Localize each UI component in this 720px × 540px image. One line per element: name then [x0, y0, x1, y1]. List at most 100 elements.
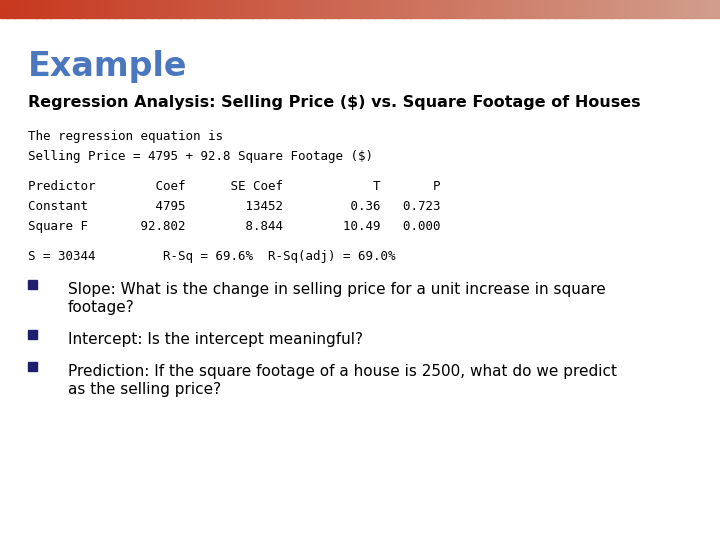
Bar [72, 0, 80, 18]
Bar [446, 0, 454, 18]
Bar [389, 0, 397, 18]
Bar [29, 0, 37, 18]
Bar [216, 0, 224, 18]
Text: Regression Analysis: Selling Price ($) vs. Square Footage of Houses: Regression Analysis: Selling Price ($) v… [28, 95, 641, 110]
Bar [0, 0, 8, 18]
Bar [331, 0, 339, 18]
Bar [396, 0, 404, 18]
Bar [425, 0, 433, 18]
Bar [403, 0, 411, 18]
Bar [14, 0, 22, 18]
Bar [684, 0, 692, 18]
Bar [173, 0, 181, 18]
Bar [259, 0, 267, 18]
Bar [576, 0, 584, 18]
Bar [317, 0, 325, 18]
Bar [65, 0, 73, 18]
Text: Square F       92.802        8.844        10.49   0.000: Square F 92.802 8.844 10.49 0.000 [28, 220, 441, 233]
Bar [670, 0, 678, 18]
Bar [533, 0, 541, 18]
Bar [360, 0, 368, 18]
Bar [562, 0, 570, 18]
Bar [122, 0, 130, 18]
Bar [497, 0, 505, 18]
Bar [598, 0, 606, 18]
Bar [526, 0, 534, 18]
Bar [346, 0, 354, 18]
Bar [706, 0, 714, 18]
Bar [209, 0, 217, 18]
Bar [58, 0, 66, 18]
Bar [454, 0, 462, 18]
Bar [605, 0, 613, 18]
Bar [367, 0, 375, 18]
Bar [655, 0, 663, 18]
Bar [418, 0, 426, 18]
Bar [324, 0, 332, 18]
Text: as the selling price?: as the selling price? [68, 382, 221, 397]
Bar [310, 0, 318, 18]
Text: Predictor        Coef      SE Coef            T       P: Predictor Coef SE Coef T P [28, 180, 441, 193]
Bar [302, 0, 310, 18]
Bar [554, 0, 562, 18]
Bar [504, 0, 512, 18]
Bar [626, 0, 634, 18]
Bar [130, 0, 138, 18]
Bar [180, 0, 188, 18]
Bar [245, 0, 253, 18]
Bar [22, 0, 30, 18]
Bar [511, 0, 519, 18]
Bar [432, 0, 440, 18]
Bar [137, 0, 145, 18]
Bar [28, 330, 37, 339]
Text: Example: Example [28, 50, 187, 83]
Bar [518, 0, 526, 18]
Bar [281, 0, 289, 18]
Bar [641, 0, 649, 18]
Bar [144, 0, 152, 18]
Bar [252, 0, 260, 18]
Bar [7, 0, 15, 18]
Bar [43, 0, 51, 18]
Bar [475, 0, 483, 18]
Bar [86, 0, 94, 18]
Bar [461, 0, 469, 18]
Bar [108, 0, 116, 18]
Bar [338, 0, 346, 18]
Bar [439, 0, 447, 18]
Bar [634, 0, 642, 18]
Bar [590, 0, 598, 18]
Bar [50, 0, 58, 18]
Bar [158, 0, 166, 18]
Text: footage?: footage? [68, 300, 135, 315]
Bar [28, 280, 37, 289]
Bar [288, 0, 296, 18]
Text: Slope: What is the change in selling price for a unit increase in square: Slope: What is the change in selling pri… [68, 282, 606, 297]
Bar [274, 0, 282, 18]
Bar [662, 0, 670, 18]
Bar [410, 0, 418, 18]
Bar [238, 0, 246, 18]
Text: Selling Price = 4795 + 92.8 Square Footage ($): Selling Price = 4795 + 92.8 Square Foota… [28, 150, 373, 163]
Bar [151, 0, 159, 18]
Bar [295, 0, 303, 18]
Bar [374, 0, 382, 18]
Bar [691, 0, 699, 18]
Bar [353, 0, 361, 18]
Bar [482, 0, 490, 18]
Bar [540, 0, 548, 18]
Bar [648, 0, 656, 18]
Bar [28, 362, 37, 371]
Bar [468, 0, 476, 18]
Bar [547, 0, 555, 18]
Bar [94, 0, 102, 18]
Bar [79, 0, 87, 18]
Bar [569, 0, 577, 18]
Bar [266, 0, 274, 18]
Bar [677, 0, 685, 18]
Bar [490, 0, 498, 18]
Bar [382, 0, 390, 18]
Bar [223, 0, 231, 18]
Bar [713, 0, 720, 18]
Bar [36, 0, 44, 18]
